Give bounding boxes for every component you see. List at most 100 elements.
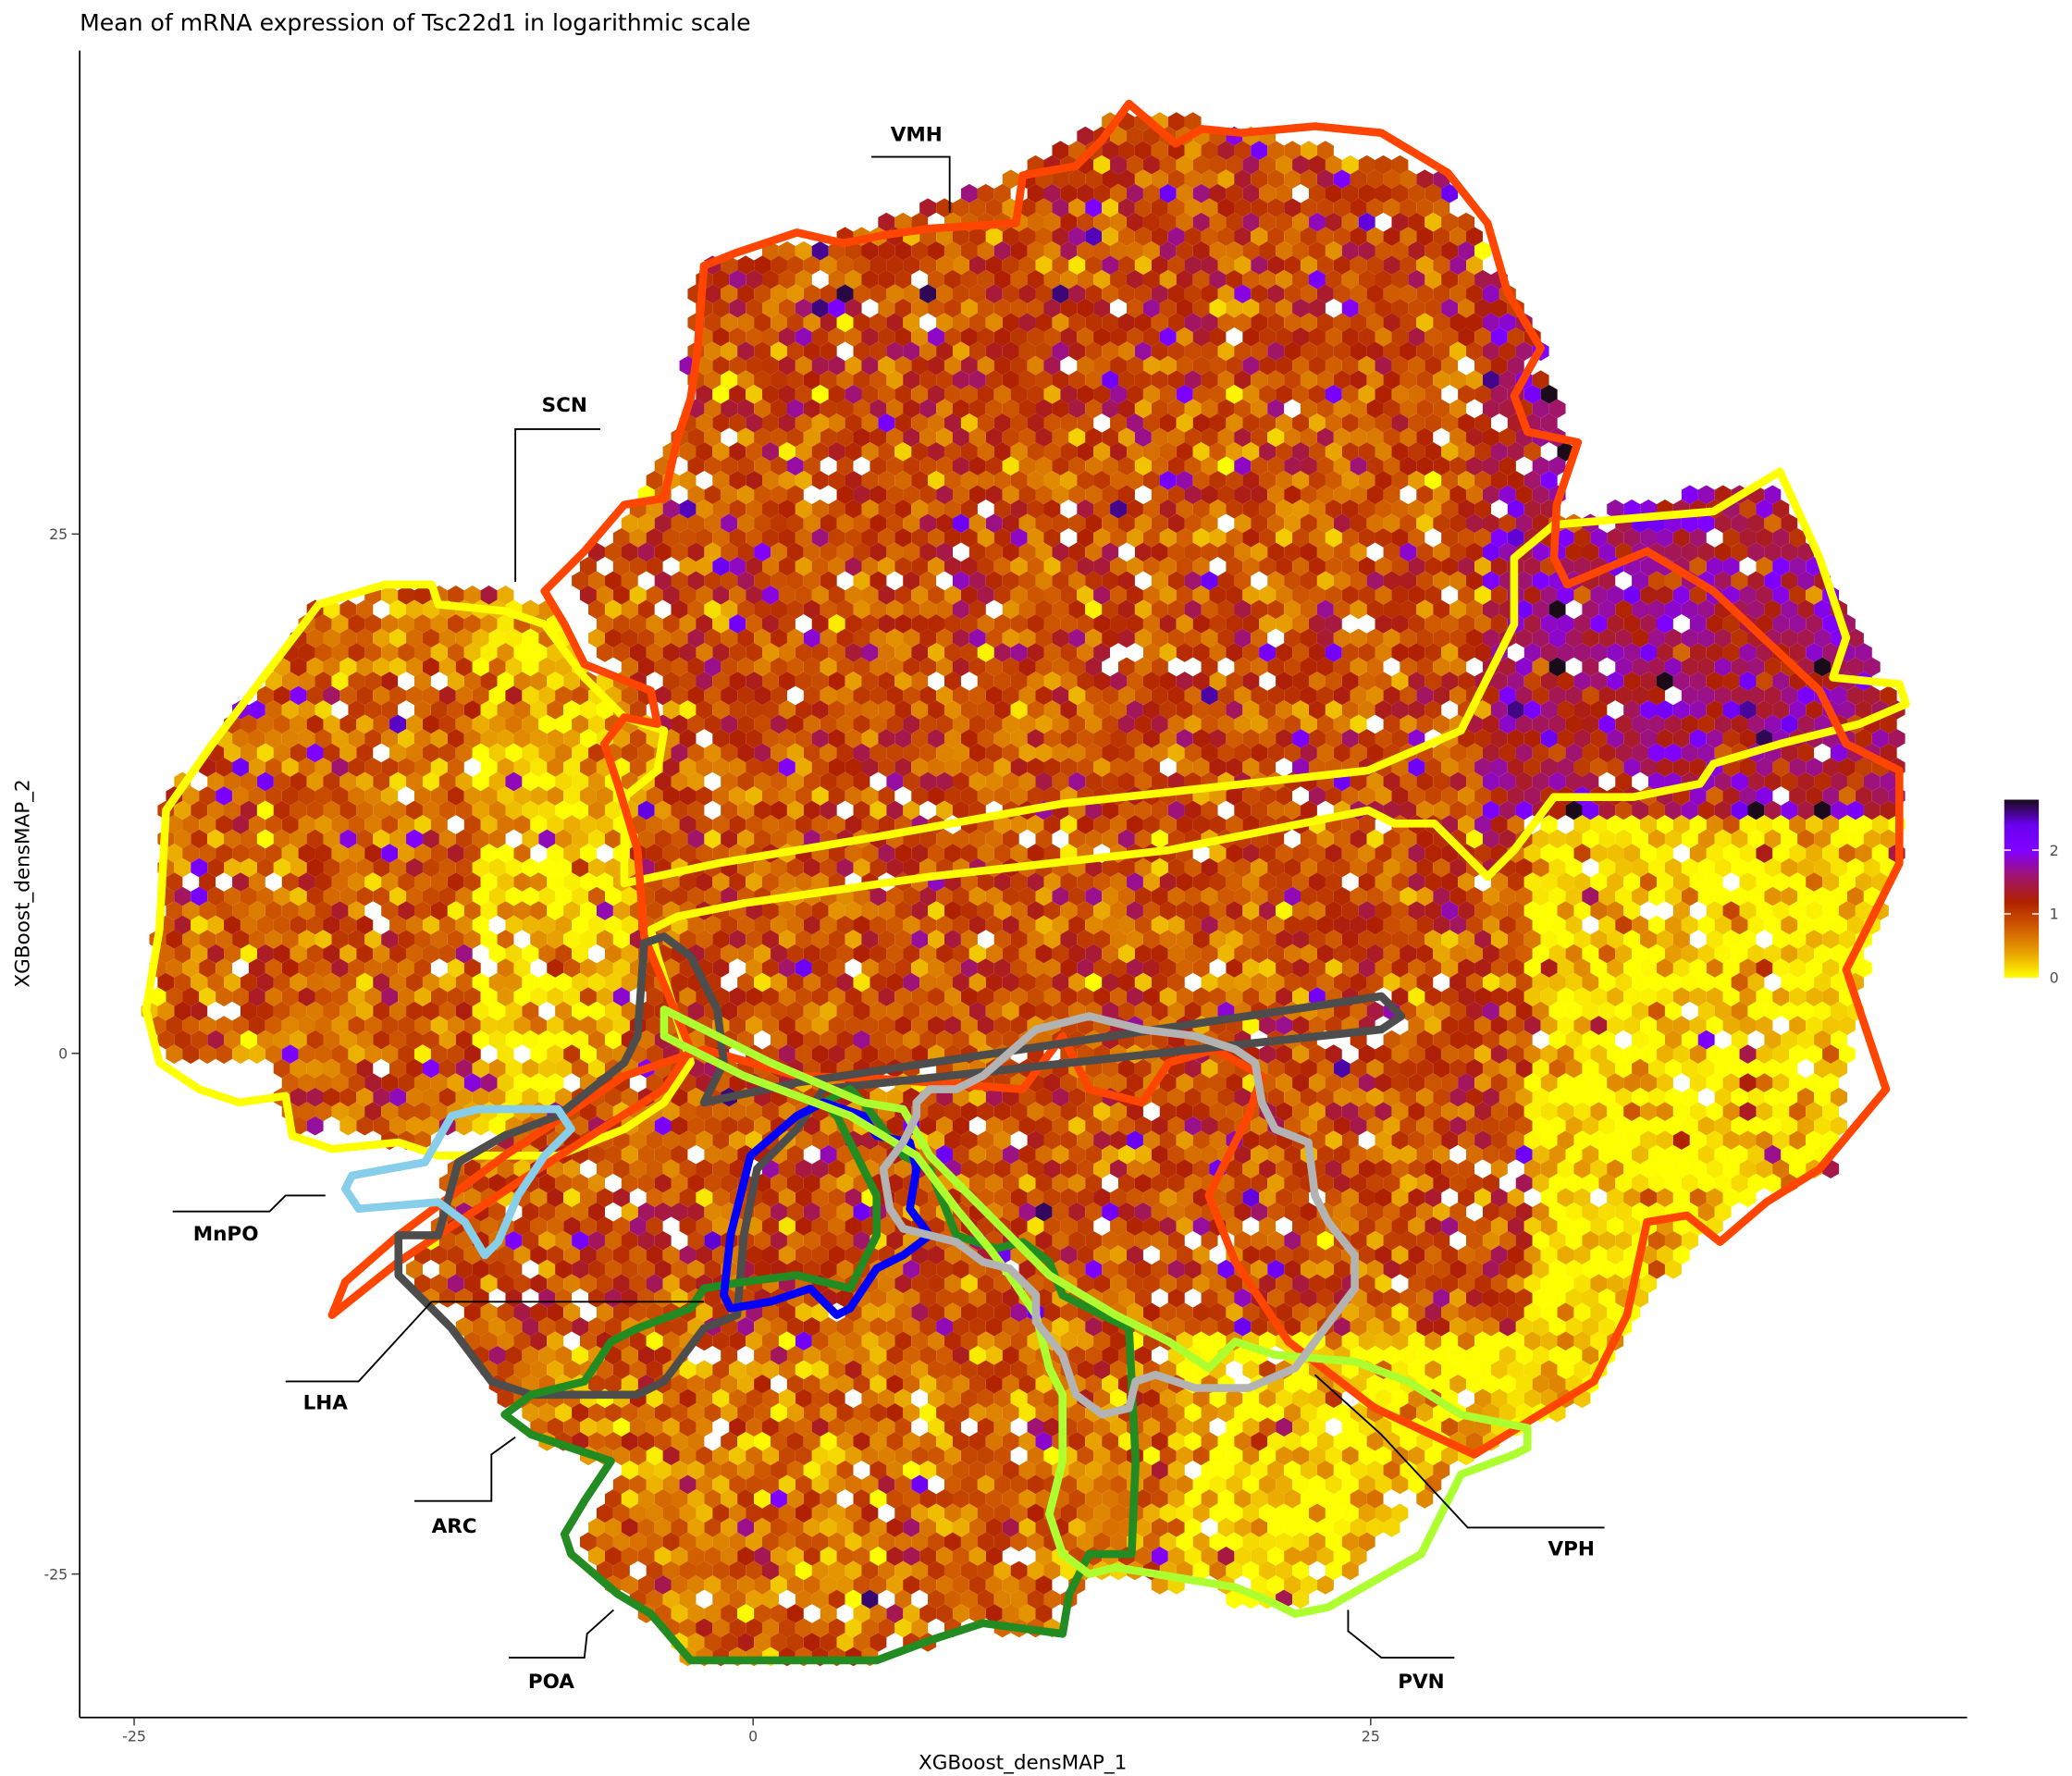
hex-bin <box>1316 198 1334 218</box>
hex-bin <box>1201 141 1218 160</box>
hex-bin <box>1234 169 1252 189</box>
hex-bin <box>1134 284 1152 304</box>
hex-bin <box>1127 240 1143 261</box>
hex-bin <box>1043 327 1061 347</box>
hex-bin <box>1383 255 1400 276</box>
hex-bin <box>1358 298 1375 318</box>
hex-bin <box>1176 269 1193 290</box>
hex-bin <box>1085 313 1103 333</box>
hex-bin <box>1400 227 1417 247</box>
hex-bin <box>1226 212 1243 232</box>
hex-bin <box>771 255 787 276</box>
hex-bin <box>778 298 796 318</box>
hex-bin <box>795 298 812 318</box>
hex-bin <box>1077 212 1094 232</box>
hex-bin <box>1391 298 1409 318</box>
hex-bin <box>1068 284 1086 304</box>
hex-bin <box>960 183 978 204</box>
hex-bin <box>1366 341 1384 362</box>
hex-bin <box>1300 169 1317 189</box>
hex-bin <box>1341 154 1359 175</box>
hex-bin <box>1102 169 1119 189</box>
hex-bin <box>1259 212 1276 232</box>
hex-bin <box>1184 313 1202 333</box>
hex-bin <box>795 355 812 376</box>
hex-bin <box>1027 183 1044 204</box>
hex-bin <box>1102 227 1119 247</box>
hex-bin <box>754 341 771 362</box>
hex-bin <box>1184 255 1202 276</box>
hex-bin <box>1350 341 1367 362</box>
hex-bin <box>1127 183 1143 204</box>
hex-bin <box>936 341 954 362</box>
hex-bin <box>1333 341 1350 362</box>
hex-bin <box>1110 212 1127 232</box>
hex-bin <box>1400 313 1417 333</box>
hex-bin <box>1117 284 1135 304</box>
hex-bin <box>1375 154 1392 175</box>
hex-bin <box>1201 341 1218 362</box>
hex-bin <box>1416 341 1434 362</box>
hex-bin <box>1276 269 1293 290</box>
hex-bin <box>936 198 954 218</box>
hex-bin <box>1035 255 1053 276</box>
hex-bin <box>1424 183 1442 204</box>
hex-bin <box>1127 212 1143 232</box>
hex-bin <box>1474 298 1491 318</box>
hex-bin <box>960 327 978 347</box>
hex-bin <box>1284 227 1301 247</box>
hex-bin <box>1316 227 1334 247</box>
hex-bin <box>1226 298 1243 318</box>
hex-bin <box>861 355 879 376</box>
hex-bin <box>911 327 929 347</box>
hex-bin <box>1159 183 1177 204</box>
hex-bin <box>1110 154 1127 175</box>
hex-bin <box>771 313 787 333</box>
hex-bin <box>1358 154 1375 175</box>
hex-bin <box>1366 255 1384 276</box>
hex-bin <box>820 313 837 333</box>
hex-bin <box>1276 183 1293 204</box>
hex-bin <box>1242 240 1260 261</box>
hex-bin <box>1060 183 1078 204</box>
hex-bin <box>1192 327 1210 347</box>
hex-bin <box>1400 255 1417 276</box>
hex-bin <box>1358 183 1375 204</box>
hex-bin <box>911 240 929 261</box>
hex-bin <box>1242 269 1260 290</box>
hex-bin <box>1142 269 1160 290</box>
hex-bin <box>1284 284 1301 304</box>
hex-bin <box>1052 341 1069 362</box>
hex-bin <box>754 284 771 304</box>
hex-bin <box>737 341 755 362</box>
hex-bin <box>1449 255 1467 276</box>
hex-bin <box>878 327 895 347</box>
hex-bin <box>1416 227 1434 247</box>
hex-bin <box>1424 327 1442 347</box>
hex-bin <box>944 298 961 318</box>
hex-bin <box>1142 298 1160 318</box>
hex-bin <box>1134 227 1152 247</box>
hex-bin <box>1259 240 1276 261</box>
hex-bin <box>1276 212 1293 232</box>
hex-bin <box>1117 227 1135 247</box>
hex-bin <box>1284 255 1301 276</box>
hex-bin <box>1449 227 1467 247</box>
hex-bin <box>1242 183 1260 204</box>
hex-bin <box>1449 341 1467 362</box>
hex-bin <box>1027 269 1044 290</box>
hex-bin <box>1226 269 1243 290</box>
hex-bin <box>1192 298 1210 318</box>
hex-bin <box>1474 269 1491 290</box>
hex-bin <box>1217 169 1235 189</box>
hex-bin <box>878 212 895 232</box>
hex-bin <box>870 313 887 333</box>
hex-bin <box>1350 255 1367 276</box>
hex-bin <box>1375 327 1392 347</box>
hex-bin <box>746 298 763 318</box>
hex-bin <box>993 269 1011 290</box>
hex-bin <box>1400 341 1417 362</box>
hex-bin <box>894 212 912 232</box>
hex-bin <box>1325 154 1342 175</box>
hex-bin <box>1350 198 1367 218</box>
